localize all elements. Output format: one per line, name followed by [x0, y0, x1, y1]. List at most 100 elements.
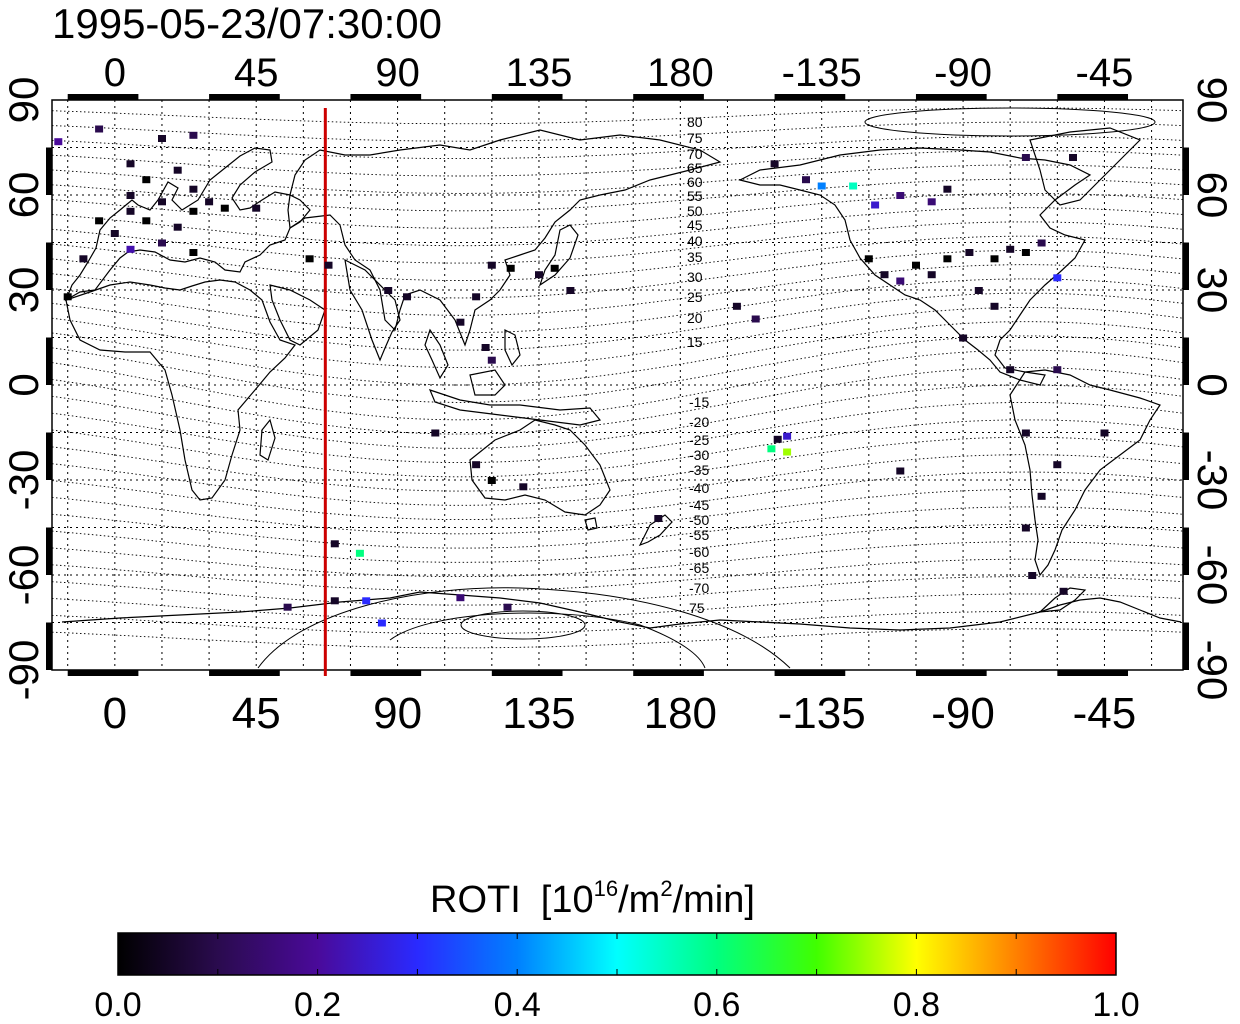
roti-point — [783, 448, 792, 456]
roti-point — [158, 135, 166, 142]
mag-lat-contour — [51, 454, 1184, 506]
roti-point — [95, 125, 104, 133]
right-lat-tick-label: 90 — [1189, 77, 1236, 124]
roti-point — [158, 239, 166, 247]
right-lat-tick-label: -30 — [1189, 450, 1236, 511]
roti-point — [751, 315, 760, 323]
top-lon-tick-label: 0 — [104, 51, 126, 95]
roti-point — [305, 255, 314, 263]
colorbar-tick-label: 0.4 — [494, 986, 541, 1024]
roti-point — [252, 204, 261, 212]
left-lat-tick-label: 90 — [0, 77, 47, 124]
top-lon-tick-label: -135 — [782, 51, 862, 95]
map-title: 1995-05-23/07:30:00 — [52, 0, 442, 47]
mag-lat-contour — [51, 523, 1184, 563]
mag-lat-label: 35 — [687, 249, 703, 265]
bottom-lon-tick-label: -135 — [778, 689, 866, 738]
coast-arabia — [269, 284, 326, 346]
coast-se-asia — [424, 328, 449, 380]
roti-point — [1006, 366, 1015, 374]
bottom-lon-tick-label: -45 — [1073, 689, 1137, 738]
coast-antarctic-peninsula — [1038, 587, 1087, 613]
roti-point — [1037, 492, 1046, 500]
colorbar-gradient — [117, 932, 1117, 976]
roti-point — [927, 198, 936, 206]
left-axis-bar — [46, 432, 52, 480]
roti-point — [126, 207, 135, 215]
roti-point — [896, 192, 905, 199]
roti-point — [79, 255, 88, 263]
top-axis-bar — [915, 94, 987, 100]
top-axis-bar — [350, 94, 422, 100]
mag-lat-label: 25 — [687, 289, 703, 305]
roti-point — [324, 261, 333, 269]
mag-lat-label: -65 — [689, 560, 709, 576]
roti-point — [330, 597, 339, 605]
mag-lat-label: -15 — [689, 394, 709, 410]
roti-point — [487, 477, 496, 484]
left-lat-tick-label: 60 — [0, 172, 47, 219]
roti-data-points — [54, 125, 1109, 627]
mag-lat-label: -50 — [689, 512, 709, 528]
roti-point — [173, 223, 182, 231]
colorbar-tick-label: 0.6 — [693, 986, 740, 1024]
mag-pole-south-contour-inner — [460, 610, 586, 640]
mag-lat-contour — [51, 207, 1184, 247]
roti-point — [783, 432, 792, 440]
mag-lat-label: 65 — [687, 160, 703, 176]
roti-point — [1100, 429, 1109, 437]
mag-lat-contour — [51, 628, 1184, 649]
roti-point — [1053, 461, 1062, 469]
roti-point — [974, 287, 983, 294]
mag-lat-label: -45 — [689, 497, 709, 513]
coast-new-zealand — [638, 514, 673, 547]
roti-point — [519, 483, 528, 491]
roti-point — [54, 138, 63, 146]
coast-philippines — [504, 329, 521, 367]
mag-lat-label: -60 — [689, 544, 709, 560]
mag-lat-label: -55 — [689, 527, 709, 543]
roti-point — [503, 603, 512, 611]
left-lat-tick-label: 30 — [0, 267, 47, 314]
roti-point — [1021, 429, 1030, 437]
colorbar: ROTI [1016/m2/min] 0.0 0.2 0.4 0.6 0.8 1.0 — [94, 876, 1139, 1024]
right-lat-tick-label: 0 — [1189, 373, 1236, 396]
roti-point — [732, 302, 741, 310]
roti-point — [990, 255, 999, 263]
top-axis-bar — [633, 94, 704, 100]
right-axis-bar — [1183, 242, 1189, 290]
roti-point — [377, 619, 386, 627]
roti-point — [1021, 249, 1030, 256]
mag-lat-label: 30 — [687, 269, 703, 285]
bottom-longitude-axis: 0 45 90 135 180 -135 -90 -45 — [103, 689, 1137, 738]
roti-point — [849, 182, 858, 190]
mag-pole-south-contour-outer — [257, 587, 791, 669]
roti-point — [767, 445, 776, 453]
mag-lat-contour — [51, 419, 1184, 478]
roti-point — [481, 344, 490, 351]
map-area: 8075706560555045403530252015-15-20-25-30… — [51, 99, 1184, 676]
right-axis-bar — [1183, 147, 1189, 195]
roti-point — [431, 429, 440, 437]
colorbar-tick-label: 1.0 — [1092, 986, 1139, 1024]
roti-point — [817, 182, 826, 190]
roti-point — [864, 255, 873, 263]
coast-tasmania — [584, 517, 598, 531]
roti-point — [142, 217, 151, 225]
mag-lat-contour — [51, 135, 1184, 160]
coast-greenland — [1029, 127, 1142, 206]
roti-point — [1028, 572, 1037, 579]
bottom-axis-bar — [915, 670, 987, 676]
mag-lat-contour — [51, 349, 1184, 421]
roti-point — [487, 261, 496, 269]
mag-lat-label: 80 — [687, 114, 703, 130]
roti-point — [990, 302, 999, 310]
roti-point — [1006, 245, 1015, 253]
top-axis-bar — [491, 94, 563, 100]
mag-lat-label: -70 — [689, 580, 709, 596]
bottom-lon-tick-label: 45 — [232, 689, 281, 738]
roti-point — [1059, 587, 1068, 595]
roti-point — [654, 515, 663, 522]
top-axis-bar — [209, 94, 280, 100]
left-lat-tick-label: -30 — [0, 450, 47, 511]
